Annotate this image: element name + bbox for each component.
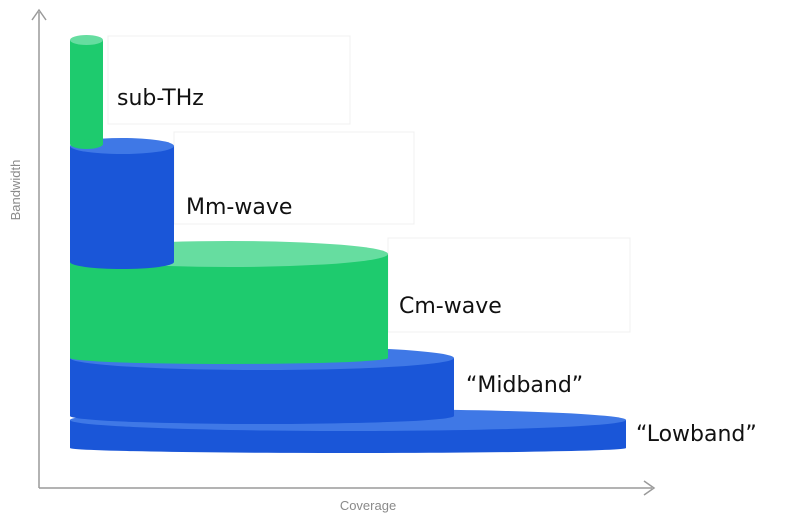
label-sub-thz: sub-THz xyxy=(117,86,204,111)
lowband-bottom xyxy=(70,443,626,453)
sub-thz-top xyxy=(70,35,103,45)
label-lowband: “Lowband” xyxy=(636,422,757,447)
label-boxes xyxy=(107,35,631,333)
axes: Bandwidth Coverage xyxy=(8,8,656,513)
label-midband: “Midband” xyxy=(466,373,583,398)
y-axis-arrow xyxy=(31,8,47,21)
band-labels: sub-THz Mm-wave Cm-wave “Midband” “Lowba… xyxy=(117,86,757,447)
sub-thz-bottom xyxy=(70,139,103,149)
mm-wave-side xyxy=(70,146,174,262)
y-axis-title: Bandwidth xyxy=(8,160,23,221)
cm-wave-side xyxy=(70,254,388,358)
label-mm-wave: Mm-wave xyxy=(186,195,292,220)
band-mm-wave xyxy=(70,138,174,269)
x-axis-arrow xyxy=(643,480,656,496)
band-sub-thz xyxy=(70,35,103,149)
midband-bottom xyxy=(70,408,454,424)
label-cm-wave: Cm-wave xyxy=(399,294,502,319)
cm-wave-bottom xyxy=(70,352,388,364)
sub-thz-side xyxy=(70,40,103,144)
mm-wave-bottom xyxy=(70,255,174,269)
band-cm-wave xyxy=(70,241,388,364)
x-axis-title: Coverage xyxy=(340,498,396,513)
